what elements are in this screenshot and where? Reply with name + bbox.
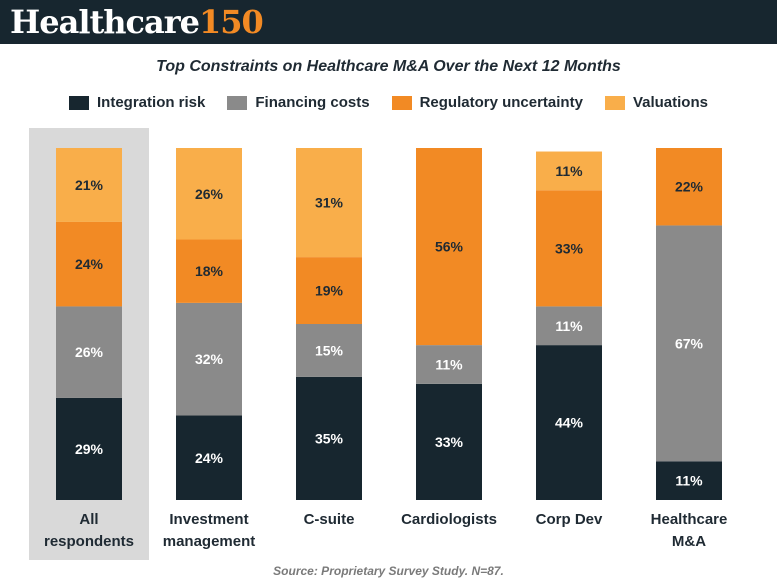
bar-segment-corp-dev-integration-risk (536, 345, 602, 500)
header-banner: Healthcare150 (0, 0, 777, 44)
legend-swatch-regulatory-uncertainty (391, 95, 412, 110)
data-label-cardiologists-financing-costs: 11% (435, 356, 463, 372)
category-label-investment-management-line-2: management (163, 533, 256, 550)
category-label-corp-dev-line-1: Corp Dev (536, 511, 603, 528)
bar-segment-investment-management-regulatory-uncertainty (176, 239, 242, 303)
bar-segment-healthcare-manda-financing-costs (656, 225, 722, 462)
data-label-cardiologists-integration-risk: 33% (435, 434, 464, 450)
category-label-c-suite-line-1: C-suite (304, 511, 355, 528)
legend-item-integration-risk: Integration risk (69, 94, 205, 111)
legend-item-valuations: Valuations (604, 94, 708, 111)
category-label-cardiologists-line-1: Cardiologists (401, 511, 497, 528)
data-label-c-suite-regulatory-uncertainty: 19% (315, 283, 344, 299)
chart-legend: Integration risk Financing costs Regulator… (0, 94, 777, 111)
legend-label-integration-risk: Integration risk (97, 94, 206, 111)
data-label-healthcare-manda-regulatory-uncertainty: 22% (675, 179, 704, 195)
bar-segment-c-suite-regulatory-uncertainty (296, 257, 362, 324)
data-label-corp-dev-financing-costs: 11% (555, 318, 583, 334)
data-label-all-respondents-regulatory-uncertainty: 24% (75, 256, 104, 272)
legend-swatch-integration-risk (69, 95, 90, 110)
source-note: Source: Proprietary Survey Study. N=87. (273, 564, 504, 578)
data-label-all-respondents-integration-risk: 29% (75, 441, 104, 457)
data-label-healthcare-manda-financing-costs: 67% (675, 335, 704, 351)
logo-number: 150 (198, 3, 264, 41)
data-label-all-respondents-financing-costs: 26% (75, 344, 104, 360)
data-label-corp-dev-valuations: 11% (555, 163, 583, 179)
bar-segment-healthcare-manda-regulatory-uncertainty (656, 148, 722, 226)
bar-segment-corp-dev-financing-costs (536, 306, 602, 346)
legend-item-financing-costs: Financing costs (227, 94, 370, 111)
data-label-investment-management-integration-risk: 24% (195, 450, 224, 466)
bar-segment-investment-management-valuations (176, 148, 242, 240)
category-label-investment-management-line-1: Investment (169, 511, 248, 528)
bar-segment-all-respondents-valuations (56, 148, 122, 222)
bar-segment-investment-management-financing-costs (176, 302, 242, 416)
legend-item-regulatory-uncertainty: Regulatory uncertainty (391, 94, 583, 111)
logo-word: Healthcare (10, 3, 200, 41)
data-label-corp-dev-regulatory-uncertainty: 33% (555, 240, 584, 256)
data-label-investment-management-regulatory-uncertainty: 18% (195, 263, 224, 279)
brand-logo: Healthcare150 (10, 2, 264, 42)
chart-title: Top Constraints on Healthcare M&A Over t… (156, 58, 621, 75)
bar-segment-investment-management-integration-risk (176, 415, 242, 500)
bar-segment-all-respondents-financing-costs (56, 306, 122, 398)
category-label-healthcare-manda-line-1: Healthcare (651, 511, 728, 528)
bar-segment-cardiologists-integration-risk (416, 383, 482, 500)
data-label-corp-dev-integration-risk: 44% (555, 415, 584, 431)
bar-segment-all-respondents-integration-risk (56, 397, 122, 500)
data-label-all-respondents-valuations: 21% (75, 177, 104, 193)
data-label-investment-management-financing-costs: 32% (195, 351, 224, 367)
bar-segment-corp-dev-regulatory-uncertainty (536, 190, 602, 307)
bar-segment-healthcare-manda-integration-risk (656, 461, 722, 500)
bar-segment-c-suite-integration-risk (296, 376, 362, 500)
bar-segment-cardiologists-financing-costs (416, 345, 482, 384)
data-label-c-suite-integration-risk: 35% (315, 430, 344, 446)
data-label-c-suite-valuations: 31% (315, 195, 344, 211)
category-label-all-respondents-line-1: All (79, 511, 98, 528)
bar-segment-corp-dev-valuations (536, 151, 602, 191)
bar-segment-cardiologists-regulatory-uncertainty (416, 148, 482, 346)
legend-label-valuations: Valuations (632, 94, 708, 111)
legend-label-regulatory-uncertainty: Regulatory uncertainty (419, 94, 583, 111)
legend-swatch-valuations (604, 95, 625, 110)
bar-segment-c-suite-valuations (296, 148, 362, 258)
category-label-all-respondents-line-2: respondents (44, 533, 134, 550)
bar-segment-c-suite-financing-costs (296, 324, 362, 377)
data-label-healthcare-manda-integration-risk: 11% (675, 473, 703, 489)
category-label-healthcare-manda-line-2: M&A (672, 533, 706, 550)
data-label-cardiologists-regulatory-uncertainty: 56% (435, 239, 464, 255)
data-label-c-suite-financing-costs: 15% (315, 342, 344, 358)
data-label-investment-management-valuations: 26% (195, 186, 224, 202)
bar-segment-all-respondents-regulatory-uncertainty (56, 221, 122, 307)
legend-label-financing-costs: Financing costs (255, 94, 370, 111)
legend-swatch-financing-costs (227, 95, 248, 110)
